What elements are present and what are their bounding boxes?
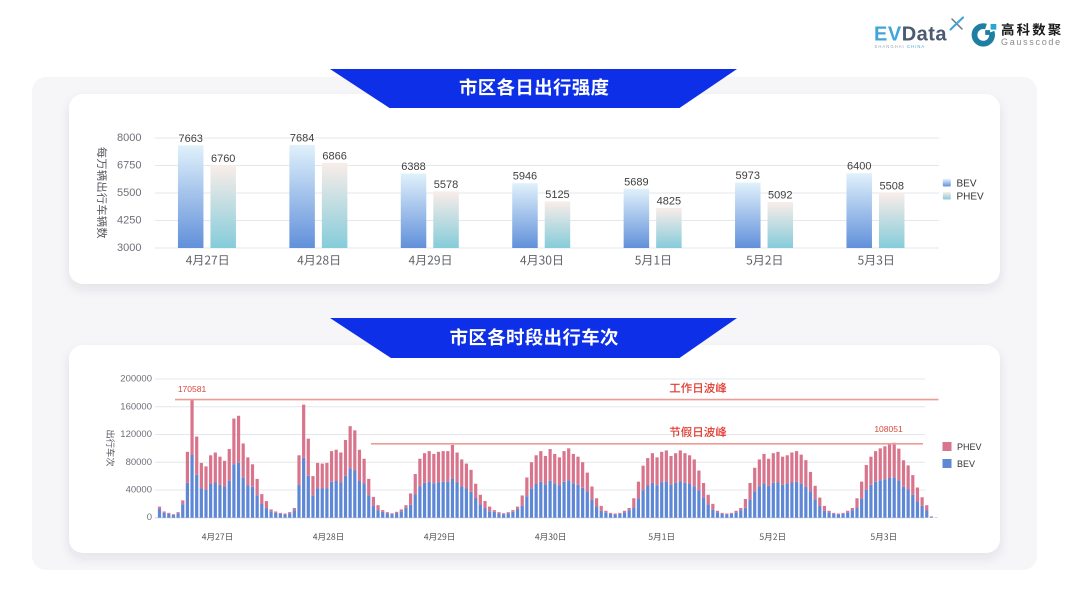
svg-text:5125: 5125 — [545, 189, 569, 201]
svg-text:SHANGHAI CHINA: SHANGHAI CHINA — [875, 44, 926, 49]
svg-text:5578: 5578 — [434, 179, 458, 191]
svg-text:200000: 200000 — [120, 374, 152, 385]
svg-text:PHEV: PHEV — [957, 442, 982, 452]
svg-text:7684: 7684 — [290, 132, 314, 144]
svg-text:6750: 6750 — [117, 160, 141, 172]
svg-text:BEV: BEV — [957, 178, 977, 189]
svg-text:5508: 5508 — [879, 180, 903, 192]
svg-text:120000: 120000 — [120, 429, 152, 440]
svg-text:EVData: EVData — [874, 24, 947, 46]
svg-text:8000: 8000 — [117, 132, 141, 144]
svg-text:Gausscode: Gausscode — [1001, 37, 1062, 47]
svg-text:170581: 170581 — [178, 384, 207, 394]
svg-text:40000: 40000 — [126, 485, 152, 496]
svg-text:6388: 6388 — [401, 161, 425, 173]
svg-text:5092: 5092 — [768, 189, 792, 201]
svg-text:6760: 6760 — [211, 153, 235, 165]
svg-text:5946: 5946 — [513, 171, 537, 183]
svg-text:0: 0 — [147, 512, 152, 523]
svg-text:3000: 3000 — [117, 242, 141, 254]
svg-text:4250: 4250 — [117, 215, 141, 227]
svg-text:BEV: BEV — [957, 459, 975, 469]
svg-text:5500: 5500 — [117, 187, 141, 199]
svg-text:5973: 5973 — [736, 170, 760, 182]
svg-text:4825: 4825 — [657, 195, 681, 207]
svg-text:5689: 5689 — [624, 176, 648, 188]
svg-text:6400: 6400 — [847, 161, 871, 173]
svg-text:6866: 6866 — [322, 150, 346, 162]
svg-text:160000: 160000 — [120, 401, 152, 412]
svg-text:108051: 108051 — [874, 424, 903, 434]
svg-text:PHEV: PHEV — [957, 191, 985, 202]
svg-text:80000: 80000 — [126, 457, 152, 468]
svg-text:7663: 7663 — [178, 133, 202, 145]
